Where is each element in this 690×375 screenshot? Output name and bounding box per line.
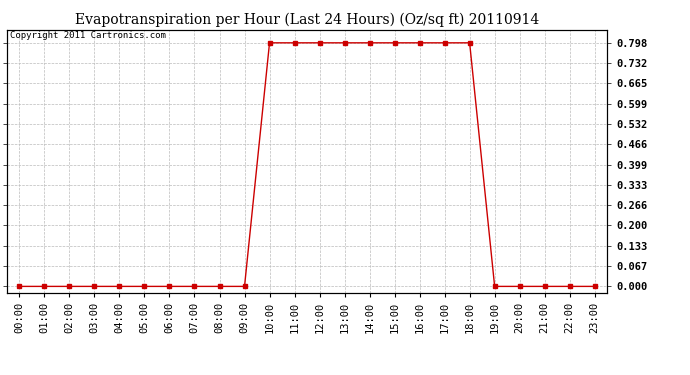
Title: Evapotranspiration per Hour (Last 24 Hours) (Oz/sq ft) 20110914: Evapotranspiration per Hour (Last 24 Hou… [75,13,539,27]
Text: Copyright 2011 Cartronics.com: Copyright 2011 Cartronics.com [10,32,166,40]
